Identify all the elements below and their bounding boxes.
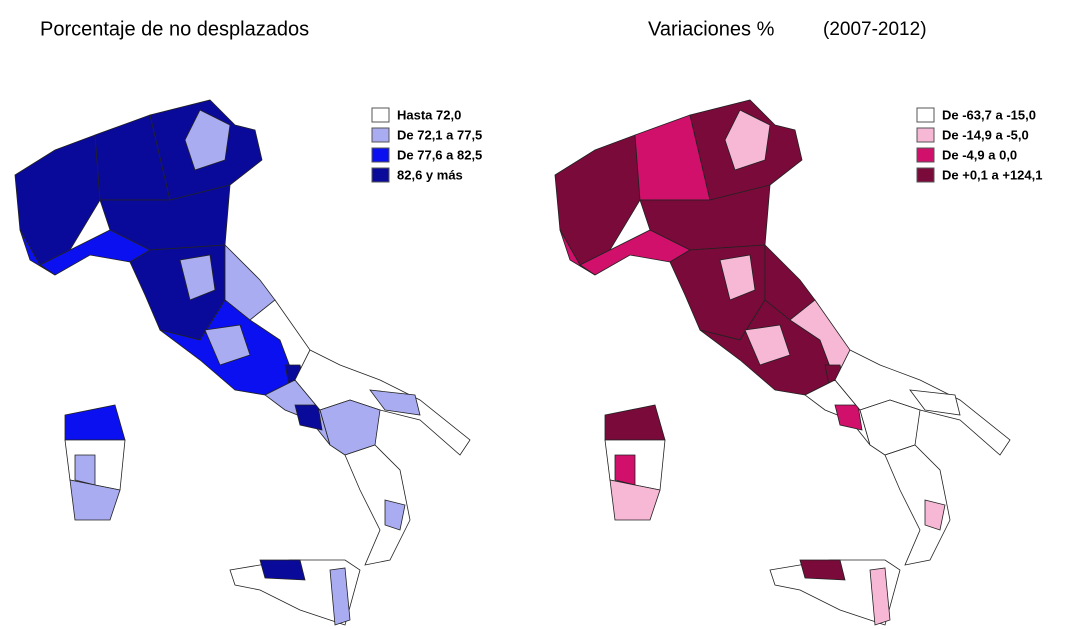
map-title: Porcentaje de no desplazados	[40, 18, 309, 40]
legend-swatch	[917, 148, 934, 162]
legend-swatch	[372, 168, 389, 182]
legend-label: De -63,7 a -15,0	[942, 107, 1036, 122]
legend-swatch	[917, 168, 934, 182]
legend-label: 82,6 y más	[397, 167, 463, 182]
province	[615, 455, 635, 485]
legend-label: De 77,6 a 82,5	[397, 147, 482, 162]
map-title: Variaciones %	[648, 18, 775, 40]
legend-swatch	[372, 108, 389, 122]
page: Porcentaje de no desplazados Variaciones…	[0, 0, 1074, 629]
province	[75, 455, 95, 485]
legend-label: De 72,1 a 77,5	[397, 127, 482, 142]
province	[800, 560, 845, 580]
legend-swatch	[372, 148, 389, 162]
province	[260, 560, 305, 580]
legend-label: De -14,9 a -5,0	[942, 127, 1029, 142]
province	[295, 405, 322, 430]
province	[605, 405, 665, 440]
legend-label: Hasta 72,0	[397, 107, 461, 122]
legend-swatch	[917, 108, 934, 122]
province	[835, 405, 862, 430]
legend-label: De +0,1 a +124,1	[942, 167, 1042, 182]
map-subtitle: (2007-2012)	[823, 19, 927, 40]
legend-swatch	[372, 128, 389, 142]
legend-swatch	[917, 128, 934, 142]
province	[65, 405, 125, 440]
legend-label: De -4,9 a 0,0	[942, 147, 1017, 162]
